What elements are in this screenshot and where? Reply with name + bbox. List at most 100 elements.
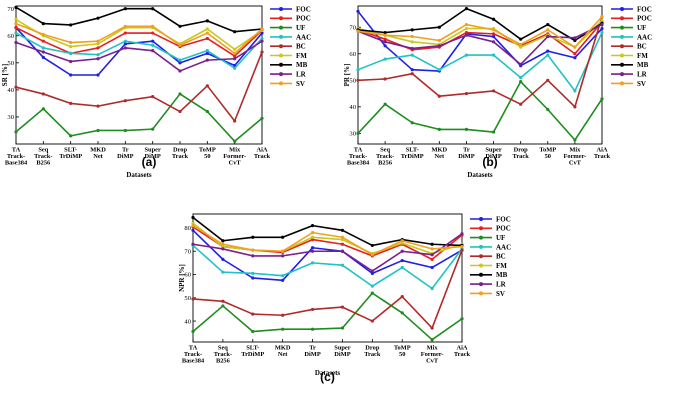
chart-b-series-lr-point <box>383 40 387 44</box>
chart-b-series-mb-point <box>410 28 414 32</box>
chart-a-series-bc-point <box>205 84 209 88</box>
chart-c-series-uf-point <box>460 317 464 321</box>
chart-b-legend-marker-fm <box>620 53 624 58</box>
chart-a-ytick-label: 50 <box>7 60 14 67</box>
chart-a-series-poc-point <box>41 39 45 43</box>
chart-a-series-poc-point <box>96 46 100 50</box>
chart-b-legend-label-aac: AAC <box>637 33 652 41</box>
chart-b-series-sv-point <box>437 38 441 43</box>
chart-b-series-mb-point <box>383 30 387 35</box>
chart-b-series-sv-point <box>356 29 360 33</box>
chart-b-xtick-label-drop-track: Drop Track <box>513 147 530 161</box>
chart-a-series-mb-point <box>41 21 45 26</box>
chart-a-panel-label: (a) <box>142 155 157 169</box>
chart-a-series-fm-point <box>233 47 237 51</box>
chart-c-xlabel: Datasets <box>315 369 341 377</box>
chart-b-series-aac-point <box>437 68 441 72</box>
chart-a-series-sv-point <box>151 24 155 28</box>
chart-a-series-sv-point <box>233 51 237 55</box>
chart-b-series-sv-point <box>491 28 496 32</box>
chart-c-xtick-label-tomp-50: ToMP 50 <box>394 345 411 359</box>
chart-b-series-bc-point <box>410 72 414 76</box>
chart-c-ytick-label: 60 <box>184 272 191 279</box>
chart-b-series-lr-point <box>600 22 604 27</box>
chart-c-series-bc-point <box>340 305 345 309</box>
chart-c-legend-label-poc: POC <box>496 225 511 233</box>
chart-a-series-uf-point <box>14 130 18 134</box>
chart-b-legend-marker-aac <box>620 34 624 39</box>
chart-c-series-sv-point <box>340 235 345 239</box>
chart-b-series-foc-point <box>383 44 387 48</box>
chart-b-series-fm-point <box>464 26 469 31</box>
chart-a-series-uf-point <box>205 109 209 114</box>
chart-b-series-sv-point <box>546 28 550 32</box>
chart-a-legend-label-fm: FM <box>296 52 307 60</box>
chart-b-legend-label-uf: UF <box>637 24 646 32</box>
chart-c-series-sv-point <box>251 248 255 252</box>
chart-c-series-uf-point <box>310 327 315 331</box>
chart-b-series-uf-point <box>383 102 387 106</box>
chart-a-series-lr-point <box>151 49 155 53</box>
chart-a-series-fm-point <box>69 44 73 49</box>
chart-b-series-mb-point <box>491 17 496 21</box>
chart-a-xtick-label-slt-trdimp: SLT-TrDiMP <box>59 147 82 161</box>
chart-b-series-bc-point <box>546 78 550 82</box>
chart-c-legend-marker-aac <box>479 244 483 249</box>
chart-b-series-lr-point <box>410 46 414 51</box>
chart-b-legend-marker-foc <box>620 7 624 11</box>
chart-b-series-aac-point <box>464 53 469 57</box>
chart-a-series-sv-point <box>260 27 264 31</box>
chart-a-series-foc-point <box>123 42 127 46</box>
chart-c-xtick-label-mkd-net: MKD Net <box>275 345 291 359</box>
chart-c-series-fm-point <box>340 238 345 242</box>
chart-a-legend-label-aac: AAC <box>296 33 311 41</box>
chart-a-series-poc-point <box>14 26 18 30</box>
chart-c-series-aac-point <box>281 274 285 278</box>
chart-a-legend-label-bc: BC <box>296 43 306 51</box>
chart-a-legend-label-foc: FOC <box>296 5 311 13</box>
chart-c-series-mb-point <box>221 239 225 243</box>
chart-a: 30 40 50 60 70 SR [%] TA Track-Base384 Seq Track-… <box>1 5 311 179</box>
chart-b-ytick-label: 60 <box>349 51 356 58</box>
chart-c-series-poc-point <box>310 238 315 242</box>
chart-a-series-foc-point <box>178 61 182 65</box>
chart-b-series-aac-point <box>600 30 604 35</box>
chart-c-series-lr-point <box>221 247 225 251</box>
chart-c-series-sv-point <box>430 247 434 251</box>
chart-a-series-aac-point <box>41 46 45 50</box>
chart-c-series-uf-point <box>370 291 374 295</box>
chart-c-series-bc-point <box>430 326 434 330</box>
chart-a-series-aac-point <box>96 53 100 57</box>
chart-c-series-foc-point <box>370 271 374 275</box>
chart-a-series-foc-point <box>69 73 73 77</box>
chart-c-series-sv-point <box>400 239 404 243</box>
chart-a-xlabel: Datasets <box>126 171 152 179</box>
chart-a-series-mb-point <box>123 7 127 11</box>
chart-a-legend-marker-mb <box>279 62 283 67</box>
chart-a-series-foc-point <box>151 39 155 43</box>
chart-c-series-bc-point <box>310 307 315 312</box>
chart-c-ylabel: NPR [%] <box>178 264 186 292</box>
chart-b-series-lr-point <box>491 40 496 44</box>
chart-b-series-uf-point <box>546 107 550 112</box>
chart-a-series-poc-point <box>151 31 155 35</box>
chart-a-series-uf-point <box>123 128 127 133</box>
chart-a-xtick-label-ta-track-base384: TA Track-Base384 <box>5 147 28 167</box>
chart-a-series-mb-point <box>69 23 73 27</box>
chart-b-legend-label-mb: MB <box>637 61 649 69</box>
chart-b-legend-label-sv: SV <box>637 80 646 88</box>
chart-c-series-lr-point <box>460 232 464 236</box>
chart-a-series-fm-point <box>205 27 209 31</box>
chart-b-series-lr-line <box>357 23 603 66</box>
chart-b-series-sv-point <box>383 33 387 37</box>
chart-c-series-foc-line <box>192 229 463 282</box>
chart-c-series-bc-point <box>221 299 225 303</box>
chart-c-legend-label-fm: FM <box>496 262 507 270</box>
chart-b-series-uf-point <box>356 131 360 135</box>
chart-b-xtick-label-ta-track-base384: TA Track-Base384 <box>347 147 370 167</box>
chart-b-xtick-label-mix-former-cvt: Mix Former-CvT <box>563 147 586 167</box>
chart-b-legend-marker-lr <box>620 72 624 77</box>
chart-b-series-aac-point <box>410 53 414 57</box>
chart-b-axes-frame <box>357 5 603 145</box>
